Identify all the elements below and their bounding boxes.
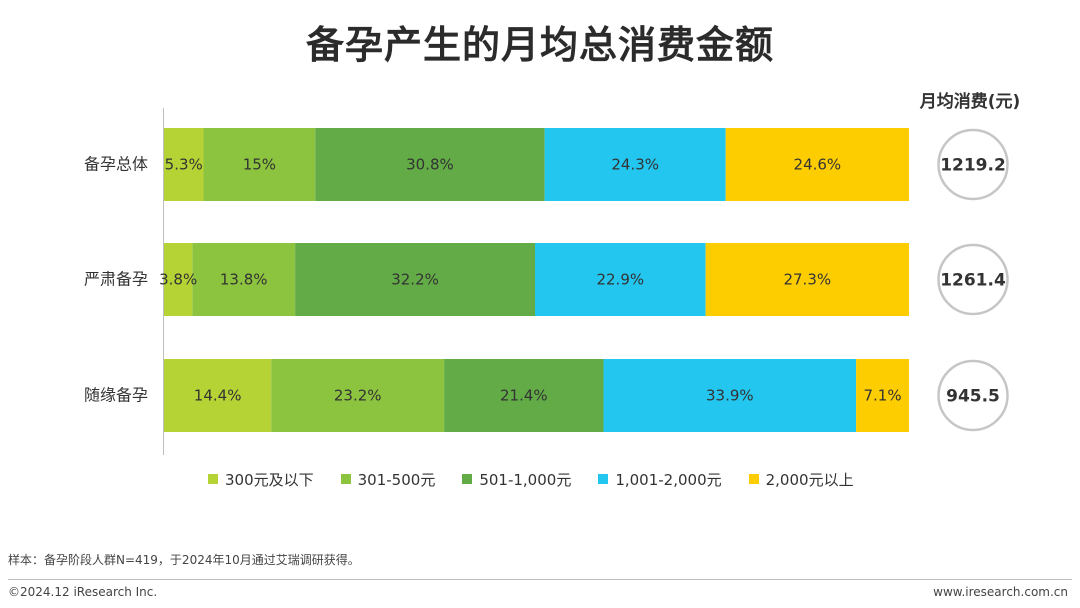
bar-segment xyxy=(164,359,272,432)
footer-divider xyxy=(8,579,1072,580)
category-label: 随缘备孕 xyxy=(84,386,148,405)
bar-segment xyxy=(544,128,726,201)
copyright-text: ©2024.12 iResearch Inc. xyxy=(8,585,158,599)
bar-segment xyxy=(535,243,706,316)
chart-legend: 300元及以下 301-500元 501-1,000元 1,001-2,000元 2,0… xyxy=(208,468,881,490)
bar-segment xyxy=(203,128,316,201)
average-value: 945.5 xyxy=(946,387,1000,407)
bar-segment xyxy=(295,243,536,316)
average-value: 1261.4 xyxy=(940,271,1006,291)
average-value: 1219.2 xyxy=(940,156,1006,176)
legend-item: 2,000元以上 xyxy=(748,469,854,490)
legend-item: 301-500元 xyxy=(340,469,436,490)
data-label: 33.9% xyxy=(706,387,754,405)
bar-segment xyxy=(164,243,193,316)
bar-segment xyxy=(705,243,910,316)
legend-item: 1,001-2,000元 xyxy=(598,469,722,490)
bar-segment xyxy=(444,359,604,432)
bar-segment xyxy=(856,359,909,432)
data-label: 24.3% xyxy=(611,156,659,174)
bar-segment xyxy=(725,128,909,201)
legend-swatch xyxy=(340,474,351,484)
average-circle xyxy=(937,359,1009,432)
data-label: 14.4% xyxy=(194,387,242,405)
legend-label: 301-500元 xyxy=(357,470,436,489)
data-label: 15% xyxy=(243,156,276,174)
monthly-average-header: 月均消费(元) xyxy=(919,92,1021,112)
bar-segment xyxy=(271,359,445,432)
legend-swatch xyxy=(208,474,218,484)
bar-segment xyxy=(603,359,857,432)
data-label: 5.3% xyxy=(165,156,203,174)
legend-item: 501-1,000元 xyxy=(462,469,571,490)
average-circle xyxy=(937,243,1009,316)
data-label: 21.4% xyxy=(500,387,548,405)
legend-item: 300元及以下 xyxy=(208,469,314,490)
website-text: www.iresearch.com.cn xyxy=(933,585,1068,599)
data-label: 24.6% xyxy=(794,156,842,174)
bar-segment xyxy=(192,243,296,316)
chart-title: 备孕产生的月均总消费金额 xyxy=(305,23,774,67)
legend-swatch xyxy=(462,474,473,484)
sample-footnote: 样本：备孕阶段人群N=419，于2024年10月通过艾瑞调研获得。 xyxy=(8,553,360,567)
legend-label: 300元及以下 xyxy=(225,470,314,489)
average-circle xyxy=(937,128,1009,201)
bar-segment xyxy=(164,128,204,201)
category-label: 备孕总体 xyxy=(84,155,148,174)
data-label: 7.1% xyxy=(863,387,901,405)
bar-segment xyxy=(315,128,545,201)
data-label: 27.3% xyxy=(783,271,831,289)
legend-label: 1,001-2,000元 xyxy=(615,470,722,489)
data-label: 32.2% xyxy=(391,271,439,289)
data-label: 23.2% xyxy=(334,387,382,405)
legend-label: 2,000元以上 xyxy=(765,470,854,489)
legend-label: 501-1,000元 xyxy=(479,470,572,489)
legend-swatch xyxy=(748,474,759,484)
data-label: 13.8% xyxy=(220,271,268,289)
data-label: 3.8% xyxy=(159,271,197,289)
category-label: 严肃备孕 xyxy=(84,270,148,289)
data-label: 22.9% xyxy=(596,271,644,289)
data-label: 30.8% xyxy=(406,156,454,174)
legend-swatch xyxy=(598,474,609,484)
